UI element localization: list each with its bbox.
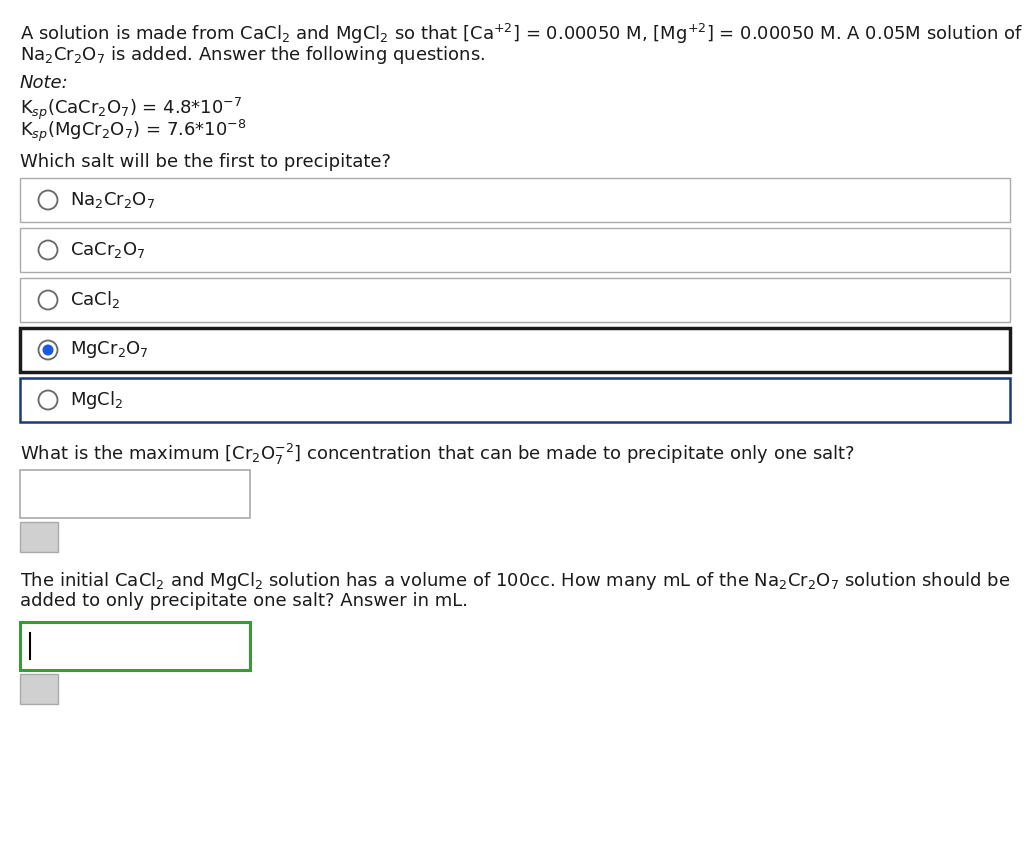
Text: Note:: Note:	[20, 74, 69, 92]
Text: MgCr$_2$O$_7$: MgCr$_2$O$_7$	[70, 339, 149, 360]
FancyBboxPatch shape	[20, 228, 1010, 272]
Text: CaCr$_2$O$_7$: CaCr$_2$O$_7$	[70, 240, 146, 260]
FancyBboxPatch shape	[20, 622, 250, 670]
Text: What is the maximum [Cr$_2$O$_7^{-2}$] concentration that can be made to precipi: What is the maximum [Cr$_2$O$_7^{-2}$] c…	[20, 442, 856, 467]
Circle shape	[38, 391, 58, 409]
Text: MgCl$_2$: MgCl$_2$	[70, 389, 124, 411]
Circle shape	[38, 241, 58, 259]
Text: A solution is made from CaCl$_2$ and MgCl$_2$ so that [Ca$^{+2}$] = 0.00050 M, [: A solution is made from CaCl$_2$ and MgC…	[20, 22, 1023, 46]
FancyBboxPatch shape	[20, 674, 58, 704]
FancyBboxPatch shape	[20, 178, 1010, 222]
Circle shape	[38, 191, 58, 209]
FancyBboxPatch shape	[20, 328, 1010, 372]
Text: Na$_2$Cr$_2$O$_7$ is added. Answer the following questions.: Na$_2$Cr$_2$O$_7$ is added. Answer the f…	[20, 44, 485, 66]
Text: K$_{sp}$(CaCr$_2$O$_7$) = 4.8*10$^{-7}$: K$_{sp}$(CaCr$_2$O$_7$) = 4.8*10$^{-7}$	[20, 96, 243, 122]
Circle shape	[38, 290, 58, 310]
Text: Which salt will be the first to precipitate?: Which salt will be the first to precipit…	[20, 153, 391, 171]
FancyBboxPatch shape	[20, 522, 58, 552]
FancyBboxPatch shape	[20, 278, 1010, 322]
Text: The initial CaCl$_2$ and MgCl$_2$ solution has a volume of 100cc. How many mL of: The initial CaCl$_2$ and MgCl$_2$ soluti…	[20, 570, 1010, 592]
Circle shape	[42, 344, 54, 355]
Text: Na$_2$Cr$_2$O$_7$: Na$_2$Cr$_2$O$_7$	[70, 190, 155, 210]
Text: added to only precipitate one salt? Answer in mL.: added to only precipitate one salt? Answ…	[20, 592, 467, 610]
Circle shape	[38, 340, 58, 360]
Text: CaCl$_2$: CaCl$_2$	[70, 289, 120, 311]
FancyBboxPatch shape	[20, 470, 250, 518]
FancyBboxPatch shape	[20, 378, 1010, 422]
Text: K$_{sp}$(MgCr$_2$O$_7$) = 7.6*10$^{-8}$: K$_{sp}$(MgCr$_2$O$_7$) = 7.6*10$^{-8}$	[20, 118, 247, 144]
